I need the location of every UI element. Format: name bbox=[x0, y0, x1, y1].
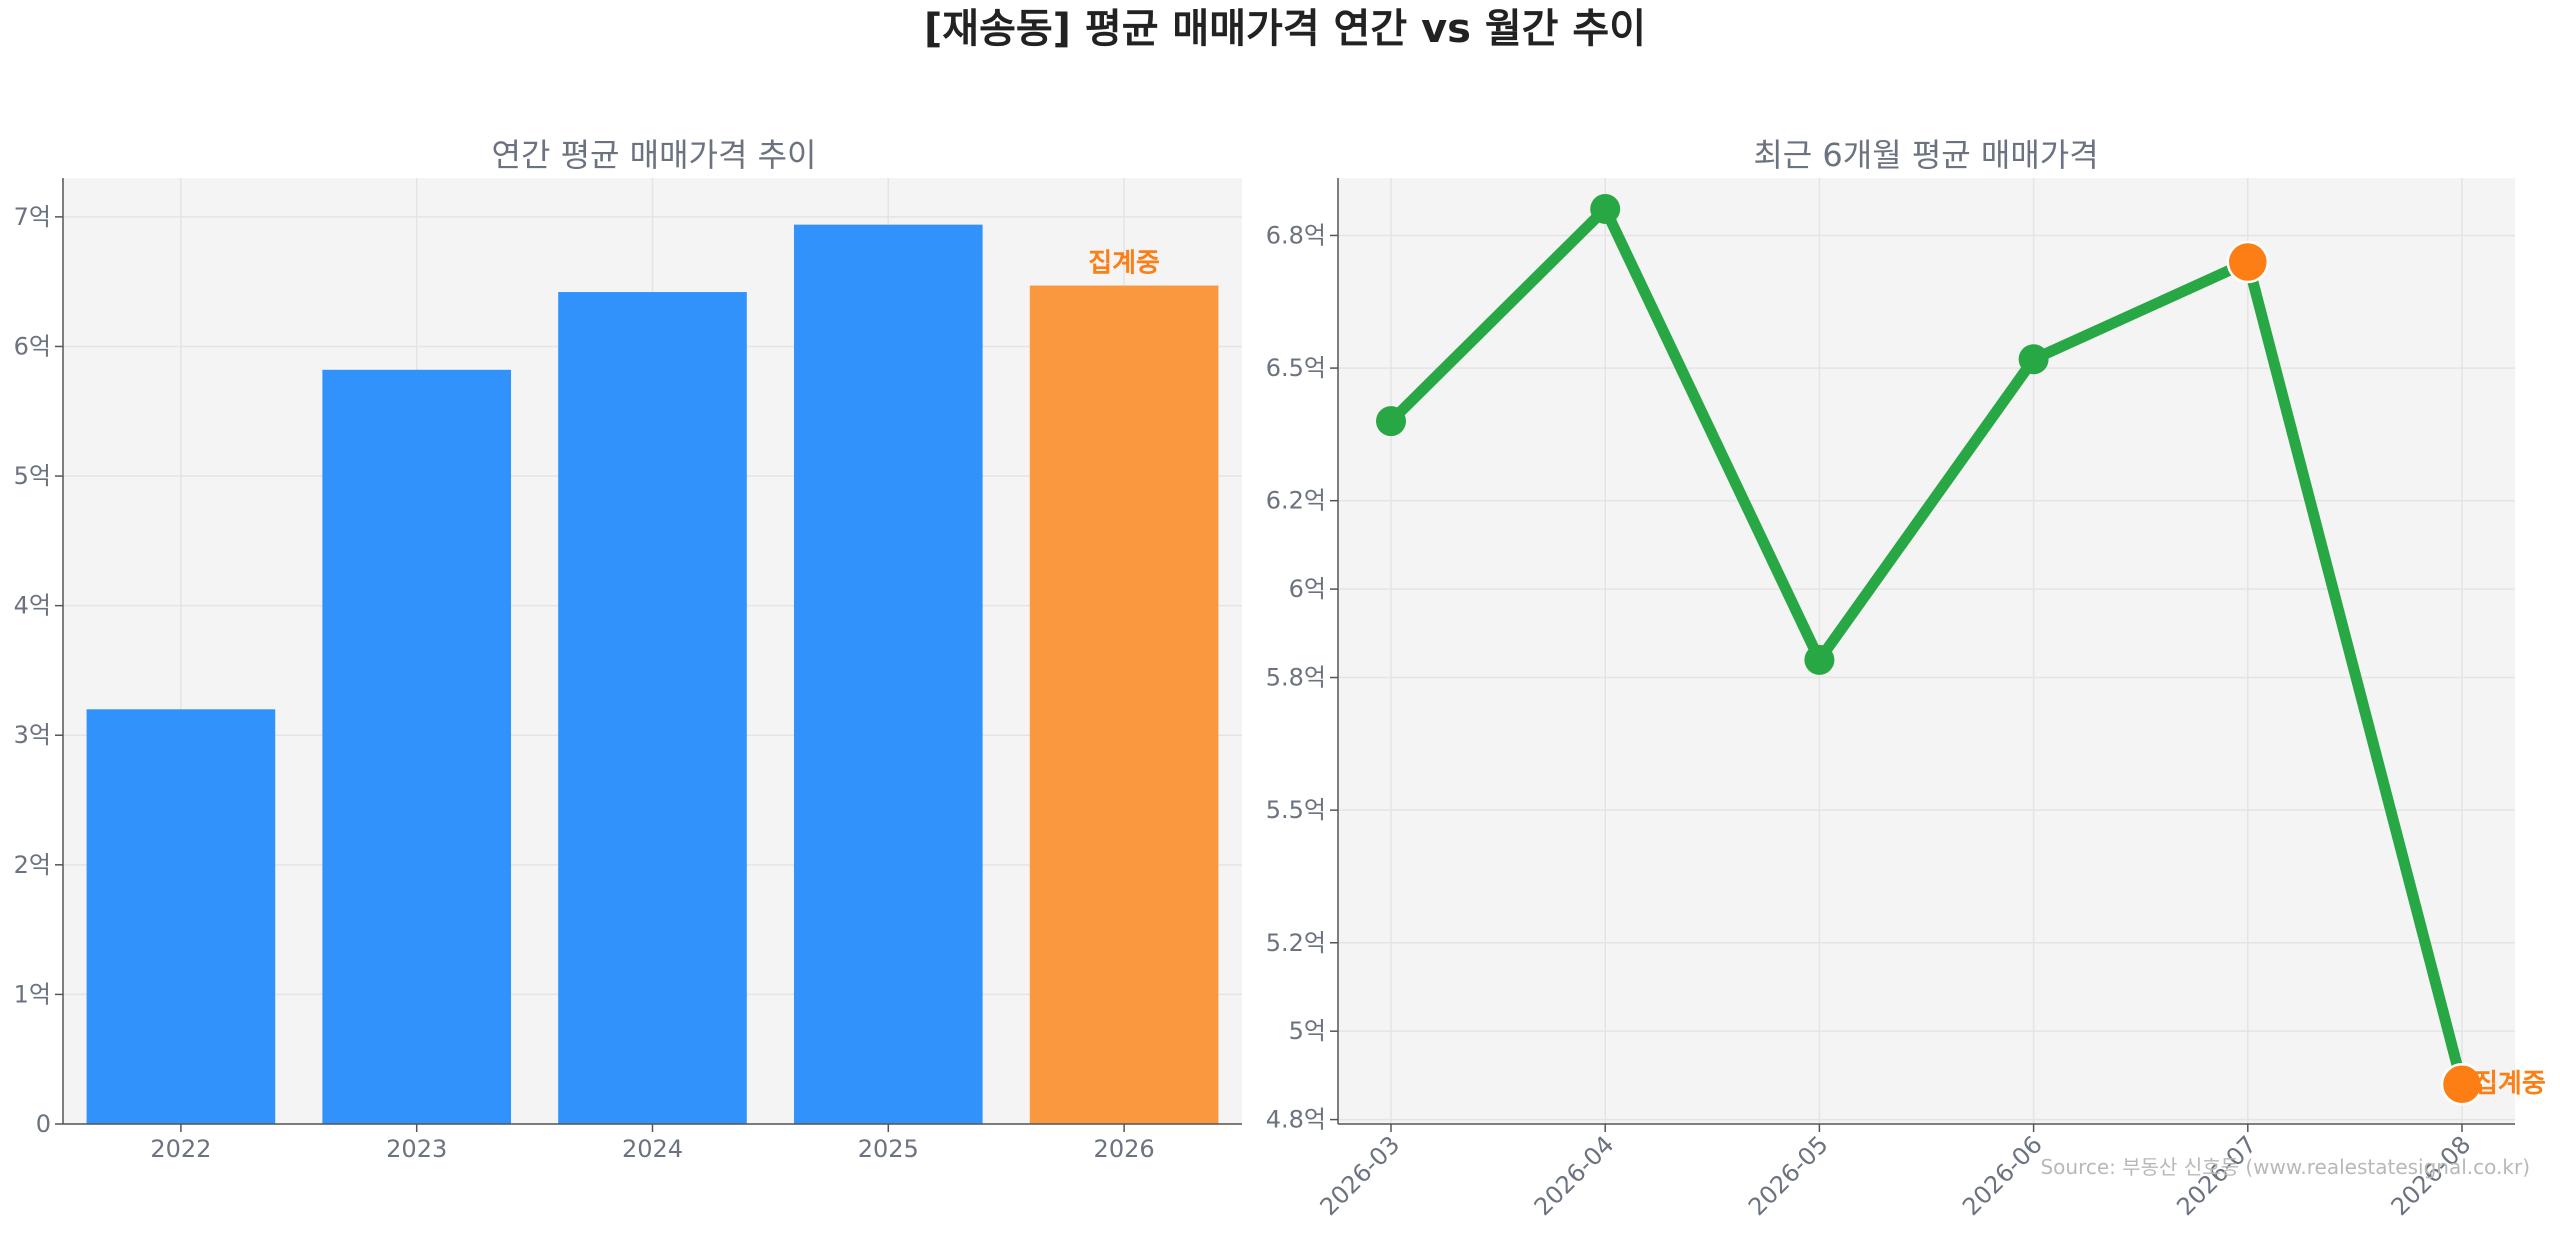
line-y-tick-label: 4.8억 bbox=[1266, 1106, 1326, 1134]
bar-y-tick-label: 5억 bbox=[14, 462, 51, 490]
bar-x-tick-label: 2022 bbox=[150, 1135, 211, 1163]
line-y-tick-label: 6.8억 bbox=[1266, 221, 1326, 249]
line-plot-area bbox=[1338, 178, 2515, 1124]
line-chart-title: 최근 6개월 평균 매매가격 bbox=[1753, 136, 2098, 174]
line-annotation-in-progress: 집계중 bbox=[2474, 1069, 2546, 1099]
source-note: Source: 부동산 신호등 (www.realestatesignal.co… bbox=[2040, 1155, 2530, 1179]
line-chart: 최근 6개월 평균 매매가격 4.8억 5억 5.2억 5.5억 5.8억 6억 6.2억 6… bbox=[1266, 136, 2546, 1221]
bar-y-tick-label: 6억 bbox=[14, 332, 51, 360]
line-x-tick-label: 2026-06 bbox=[1957, 1130, 2048, 1221]
line-y-tick-label: 6.5억 bbox=[1266, 354, 1326, 382]
line-point-2026-03 bbox=[1376, 406, 1406, 437]
line-y-tick-label: 6억 bbox=[1289, 575, 1326, 603]
bar-y-tick-label: 2억 bbox=[14, 851, 51, 879]
line-y-tick-label: 6.2억 bbox=[1266, 487, 1326, 515]
bar-x-tick-label: 2024 bbox=[622, 1135, 683, 1163]
line-point-2026-04 bbox=[1590, 193, 1621, 224]
bar-2023 bbox=[322, 369, 512, 1125]
line-x-tick-label: 2026-03 bbox=[1315, 1130, 1406, 1221]
bar-y-tick-label: 0 bbox=[36, 1110, 51, 1138]
bar-2025 bbox=[793, 224, 983, 1125]
line-y-tick-label: 5.8억 bbox=[1266, 664, 1326, 692]
line-series bbox=[1385, 203, 2468, 1090]
bar-y-tick-label: 3억 bbox=[14, 721, 51, 749]
bar-y-tick-label: 1억 bbox=[14, 980, 51, 1008]
line-point-highlight-2026-07 bbox=[2226, 240, 2270, 284]
figure-title: [재송동] 평균 매매가격 연간 vs 월간 추이 bbox=[924, 6, 1646, 52]
bar-annotation-in-progress: 집계중 bbox=[1088, 249, 1160, 279]
line-point-highlight-2026-08 bbox=[2440, 1062, 2484, 1106]
line-x-tick-label: 2026-04 bbox=[1529, 1130, 1620, 1221]
line-x-tick-label: 2026-05 bbox=[1743, 1130, 1834, 1221]
line-y-tick-label: 5.2억 bbox=[1266, 929, 1326, 957]
bar-2026-in-progress bbox=[1029, 285, 1219, 1124]
bar-2022 bbox=[86, 709, 276, 1124]
bar-x-tick-label: 2023 bbox=[386, 1135, 447, 1163]
bar-y-tick-label: 7억 bbox=[14, 203, 51, 231]
bar-2024 bbox=[558, 292, 747, 1125]
line-y-tick-label: 5억 bbox=[1289, 1017, 1326, 1045]
line-point-2026-06 bbox=[2018, 344, 2049, 375]
bar-chart-title: 연간 평균 매매가격 추이 bbox=[492, 136, 817, 174]
bar-x-tick-label: 2026 bbox=[1094, 1135, 1155, 1163]
bar-x-tick-label: 2025 bbox=[858, 1135, 919, 1163]
bar-chart: 연간 평균 매매가격 추이 0 1억 2억 3억 4억 5억 6억 7억 2022 2023 202… bbox=[14, 136, 1242, 1163]
line-y-tick-label: 5.5억 bbox=[1266, 796, 1326, 824]
line-point-2026-05 bbox=[1804, 644, 1835, 675]
bar-y-tick-label: 4억 bbox=[14, 592, 51, 620]
